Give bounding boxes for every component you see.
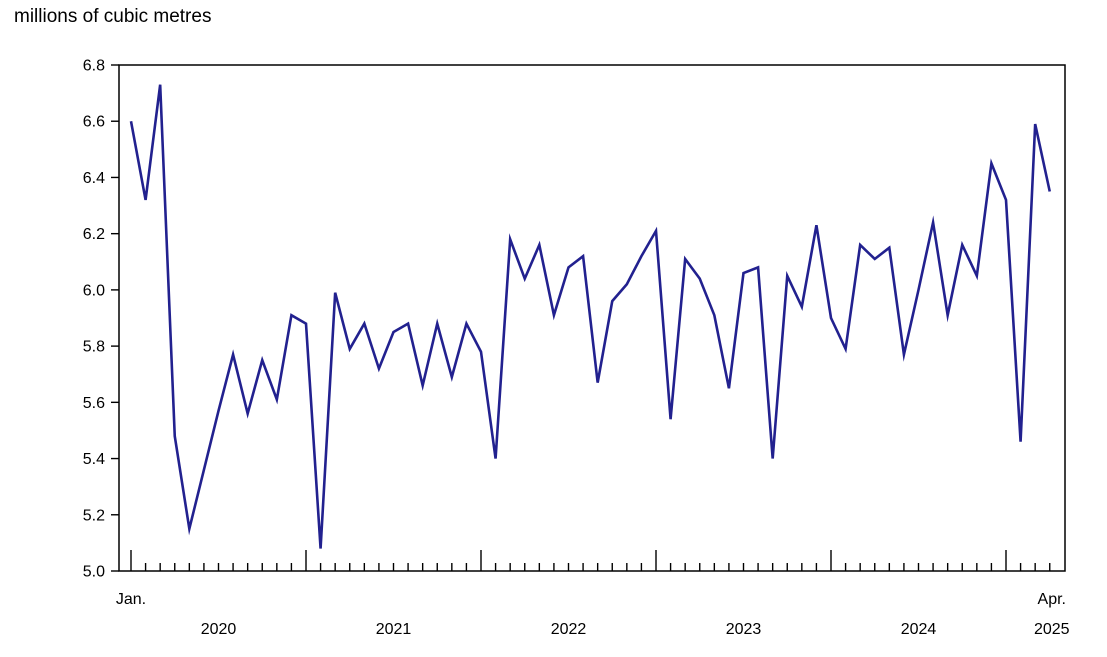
data-line xyxy=(129,84,1052,549)
y-axis-tick-label: 5.2 xyxy=(83,507,105,524)
y-axis-tick-label: 6.6 xyxy=(83,114,105,131)
x-axis-year-label: 2021 xyxy=(376,621,412,638)
y-axis-tick-label: 5.8 xyxy=(83,339,105,356)
plot-frame xyxy=(118,64,1066,572)
chart-title: millions of cubic metres xyxy=(14,6,212,27)
x-axis-year-label: 2020 xyxy=(201,621,237,638)
x-axis-first-month-label: Jan. xyxy=(116,591,146,608)
y-axis-tick-label: 6.0 xyxy=(83,282,105,299)
x-axis-year-label: 2024 xyxy=(901,621,937,638)
y-axis-tick-label: 6.2 xyxy=(83,226,105,243)
x-axis-year-label: 2022 xyxy=(551,621,587,638)
y-axis-tick-label: 6.4 xyxy=(83,170,105,187)
y-axis-tick-label: 5.4 xyxy=(83,451,105,468)
y-axis-tick-label: 5.0 xyxy=(83,564,105,581)
x-axis-year-label: 2025 xyxy=(1034,621,1070,638)
y-axis-tick-label: 6.8 xyxy=(83,58,105,75)
x-axis-year-label: 2023 xyxy=(726,621,762,638)
y-axis-tick-label: 5.6 xyxy=(83,395,105,412)
x-axis-last-month-label: Apr. xyxy=(1038,591,1066,608)
